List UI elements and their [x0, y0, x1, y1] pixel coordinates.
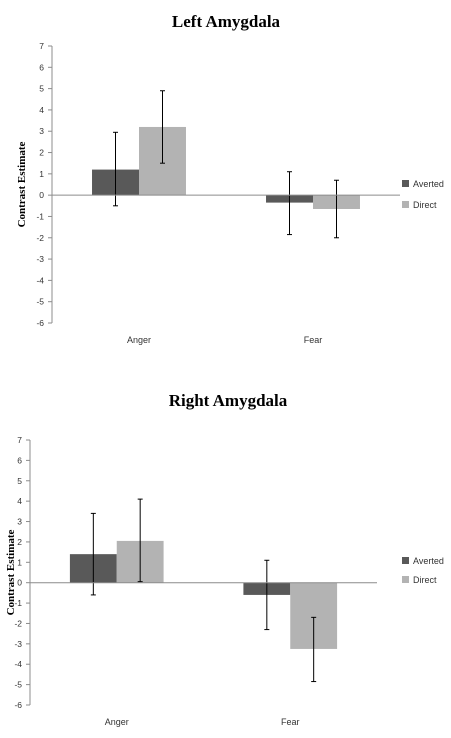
- y-tick-label: 6: [39, 62, 44, 72]
- category-label: Anger: [127, 335, 151, 345]
- y-tick-label: -3: [36, 254, 44, 264]
- chart-left-amygdala: Left Amygdala Contrast Estimate 7 6 5 4 3 2 1 0 -1…: [16, 12, 444, 345]
- chart-title: Right Amygdala: [169, 391, 288, 410]
- y-tick-label: 7: [39, 41, 44, 51]
- legend-swatch-averted: [402, 557, 409, 564]
- legend-label-direct: Direct: [413, 200, 437, 210]
- y-tick-label: 0: [39, 190, 44, 200]
- legend-swatch-averted: [402, 180, 409, 187]
- y-tick-label: -5: [36, 297, 44, 307]
- legend-label-direct: Direct: [413, 575, 437, 585]
- y-axis-label: Contrast Estimate: [5, 529, 17, 615]
- category-label: Anger: [105, 717, 129, 727]
- chart-title: Left Amygdala: [172, 12, 281, 31]
- y-tick-label: -1: [36, 211, 44, 221]
- y-tick-label: -4: [36, 275, 44, 285]
- y-tick-label: 0: [17, 578, 22, 588]
- y-tick-label: -2: [36, 233, 44, 243]
- y-tick-label: 1: [17, 557, 22, 567]
- category-label: Fear: [304, 335, 323, 345]
- y-tick-label: 3: [39, 126, 44, 136]
- y-tick-label: -6: [36, 318, 44, 328]
- y-tick-label: -5: [14, 680, 22, 690]
- y-tick-label: -1: [14, 598, 22, 608]
- y-tick-label: 3: [17, 517, 22, 527]
- y-tick-label: -4: [14, 659, 22, 669]
- y-tick-label: 4: [39, 105, 44, 115]
- y-tick-label: 6: [17, 455, 22, 465]
- y-tick-label: 2: [17, 537, 22, 547]
- y-tick-label: 7: [17, 435, 22, 445]
- y-axis-label: Contrast Estimate: [16, 141, 28, 227]
- y-tick-label: 1: [39, 169, 44, 179]
- y-tick-label: 4: [17, 496, 22, 506]
- y-tick-label: -6: [14, 700, 22, 710]
- y-tick-label: 5: [17, 476, 22, 486]
- legend-swatch-direct: [402, 201, 409, 208]
- legend-swatch-direct: [402, 576, 409, 583]
- legend-label-averted: Averted: [413, 179, 444, 189]
- chart-right-amygdala: Right Amygdala Contrast Estimate 7 6 5 4 3 2 1 0 -…: [5, 391, 444, 727]
- y-tick-label: -2: [14, 618, 22, 628]
- y-tick-label: -3: [14, 639, 22, 649]
- category-label: Fear: [281, 717, 300, 727]
- legend-label-averted: Averted: [413, 556, 444, 566]
- y-tick-label: 2: [39, 148, 44, 158]
- y-tick-label: 5: [39, 84, 44, 94]
